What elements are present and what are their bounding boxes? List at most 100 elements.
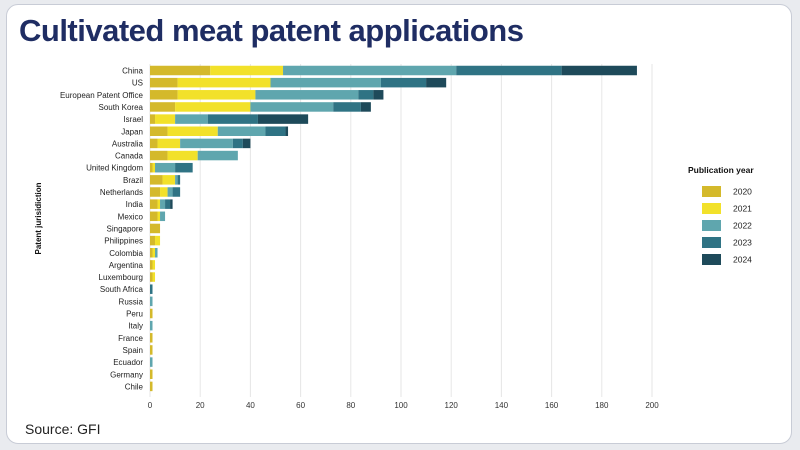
bar-segment-2022 xyxy=(270,77,381,88)
bar-segment-2023 xyxy=(165,199,171,209)
bar-segment-2021 xyxy=(160,187,168,197)
bar-segment-2022 xyxy=(180,138,233,149)
bar-segment-2022 xyxy=(155,162,176,173)
bar-segment-2023 xyxy=(172,187,181,197)
bar-segment-2020 xyxy=(150,138,158,149)
bar-segment-2023 xyxy=(380,77,427,88)
bar-segment-2021 xyxy=(162,175,176,185)
bar-segment-2022 xyxy=(175,175,178,185)
bar-segment-2021 xyxy=(157,138,181,149)
bar-segment-2023 xyxy=(265,126,286,136)
source-note: Source: GFI xyxy=(25,421,101,437)
bar-segment-2021 xyxy=(157,211,161,222)
legend-title: Publication year xyxy=(688,165,754,175)
bar-segment-2021 xyxy=(155,235,161,246)
bar-segment-2020 xyxy=(150,272,153,282)
bar-segment-2020 xyxy=(150,65,211,76)
bar-segment-2020 xyxy=(150,248,153,258)
category-label: Japan xyxy=(121,127,143,136)
bar-segment-2020 xyxy=(150,187,161,197)
bar-segment-2020 xyxy=(150,102,176,112)
category-label: Peru xyxy=(126,310,143,319)
bar-segment-2021 xyxy=(157,199,161,209)
legend-swatch-2022 xyxy=(702,220,721,231)
legend-swatch-2020 xyxy=(702,186,721,197)
category-label: South Korea xyxy=(99,103,144,112)
bar-segment-2023 xyxy=(333,102,361,112)
category-label: European Patent Office xyxy=(60,91,144,100)
category-label: Mexico xyxy=(118,212,144,221)
bar-segment-2024 xyxy=(561,65,637,76)
bar-segment-2022 xyxy=(255,90,359,100)
legend-label-2024: 2024 xyxy=(733,255,752,265)
bar-segment-2022 xyxy=(197,150,238,161)
bar-segment-2024 xyxy=(373,90,384,100)
bar-segment-2020 xyxy=(150,345,153,355)
bar-segment-2021 xyxy=(155,114,176,124)
category-label: Ecuador xyxy=(113,358,143,367)
legend-label-2021: 2021 xyxy=(733,204,752,214)
bar-segment-2022 xyxy=(167,187,173,197)
bar-segment-2020 xyxy=(150,126,168,136)
category-label: Luxembourg xyxy=(99,273,143,282)
category-label: United Kingdom xyxy=(86,164,143,173)
category-label: Russia xyxy=(119,297,144,306)
bar-segment-2021 xyxy=(175,102,251,112)
x-tick-label: 140 xyxy=(495,401,509,410)
bar-segment-2024 xyxy=(360,102,371,112)
x-tick-label: 180 xyxy=(595,401,609,410)
bar-segment-2020 xyxy=(150,381,153,392)
x-tick-label: 40 xyxy=(246,401,255,410)
bar-segment-2022 xyxy=(155,248,158,258)
bar-segment-2020 xyxy=(150,211,158,222)
bar-segment-2021 xyxy=(152,162,156,173)
bar-segment-2020 xyxy=(150,90,178,100)
bar-segment-2020 xyxy=(150,333,153,343)
bar-segment-2020 xyxy=(150,114,156,124)
y-axis-title: Patent jurisidiction xyxy=(34,182,43,254)
category-label: US xyxy=(132,79,143,88)
bar-segment-2024 xyxy=(242,138,251,149)
bar-segment-2021 xyxy=(177,77,271,88)
bar-segment-2021 xyxy=(210,65,284,76)
bar-segment-2024 xyxy=(426,77,447,88)
bar-segment-2020 xyxy=(150,308,153,319)
category-label: Colombia xyxy=(109,249,143,258)
category-label: India xyxy=(126,200,144,209)
bar-segment-2022 xyxy=(283,65,457,76)
legend-swatch-2021 xyxy=(702,203,721,214)
bar-segment-2021 xyxy=(152,260,156,270)
bar-segment-2020 xyxy=(150,150,168,161)
category-label: Argentina xyxy=(109,261,144,270)
bar-segment-2023 xyxy=(150,284,153,294)
bar-segment-2022 xyxy=(175,114,208,124)
bar-segment-2020 xyxy=(150,235,156,246)
bar-segment-2021 xyxy=(152,272,156,282)
category-label: Chile xyxy=(125,382,144,391)
bar-segment-2021 xyxy=(167,150,198,161)
x-tick-label: 200 xyxy=(645,401,659,410)
bar-segment-2023 xyxy=(358,90,374,100)
category-label: France xyxy=(118,334,143,343)
x-tick-label: 160 xyxy=(545,401,559,410)
category-label: Philippines xyxy=(104,237,143,246)
legend-swatch-2024 xyxy=(702,254,721,265)
category-label: China xyxy=(122,67,143,76)
bar-segment-2020 xyxy=(150,175,163,185)
x-tick-label: 80 xyxy=(346,401,355,410)
category-label: Italy xyxy=(128,322,143,331)
bar-segment-2022 xyxy=(250,102,334,112)
bar-segment-2024 xyxy=(257,114,309,124)
category-label: South Africa xyxy=(100,285,144,294)
bar-segment-2022 xyxy=(150,357,153,367)
x-tick-label: 0 xyxy=(148,401,153,410)
bar-segment-2022 xyxy=(217,126,266,136)
category-label: Australia xyxy=(112,139,144,148)
legend-label-2023: 2023 xyxy=(733,238,752,248)
chart-title: Cultivated meat patent applications xyxy=(19,13,524,48)
bar-segment-2023 xyxy=(175,162,193,173)
category-label: Canada xyxy=(115,152,144,161)
bar-segment-2022 xyxy=(150,320,153,331)
bar-segment-2020 xyxy=(150,77,178,88)
